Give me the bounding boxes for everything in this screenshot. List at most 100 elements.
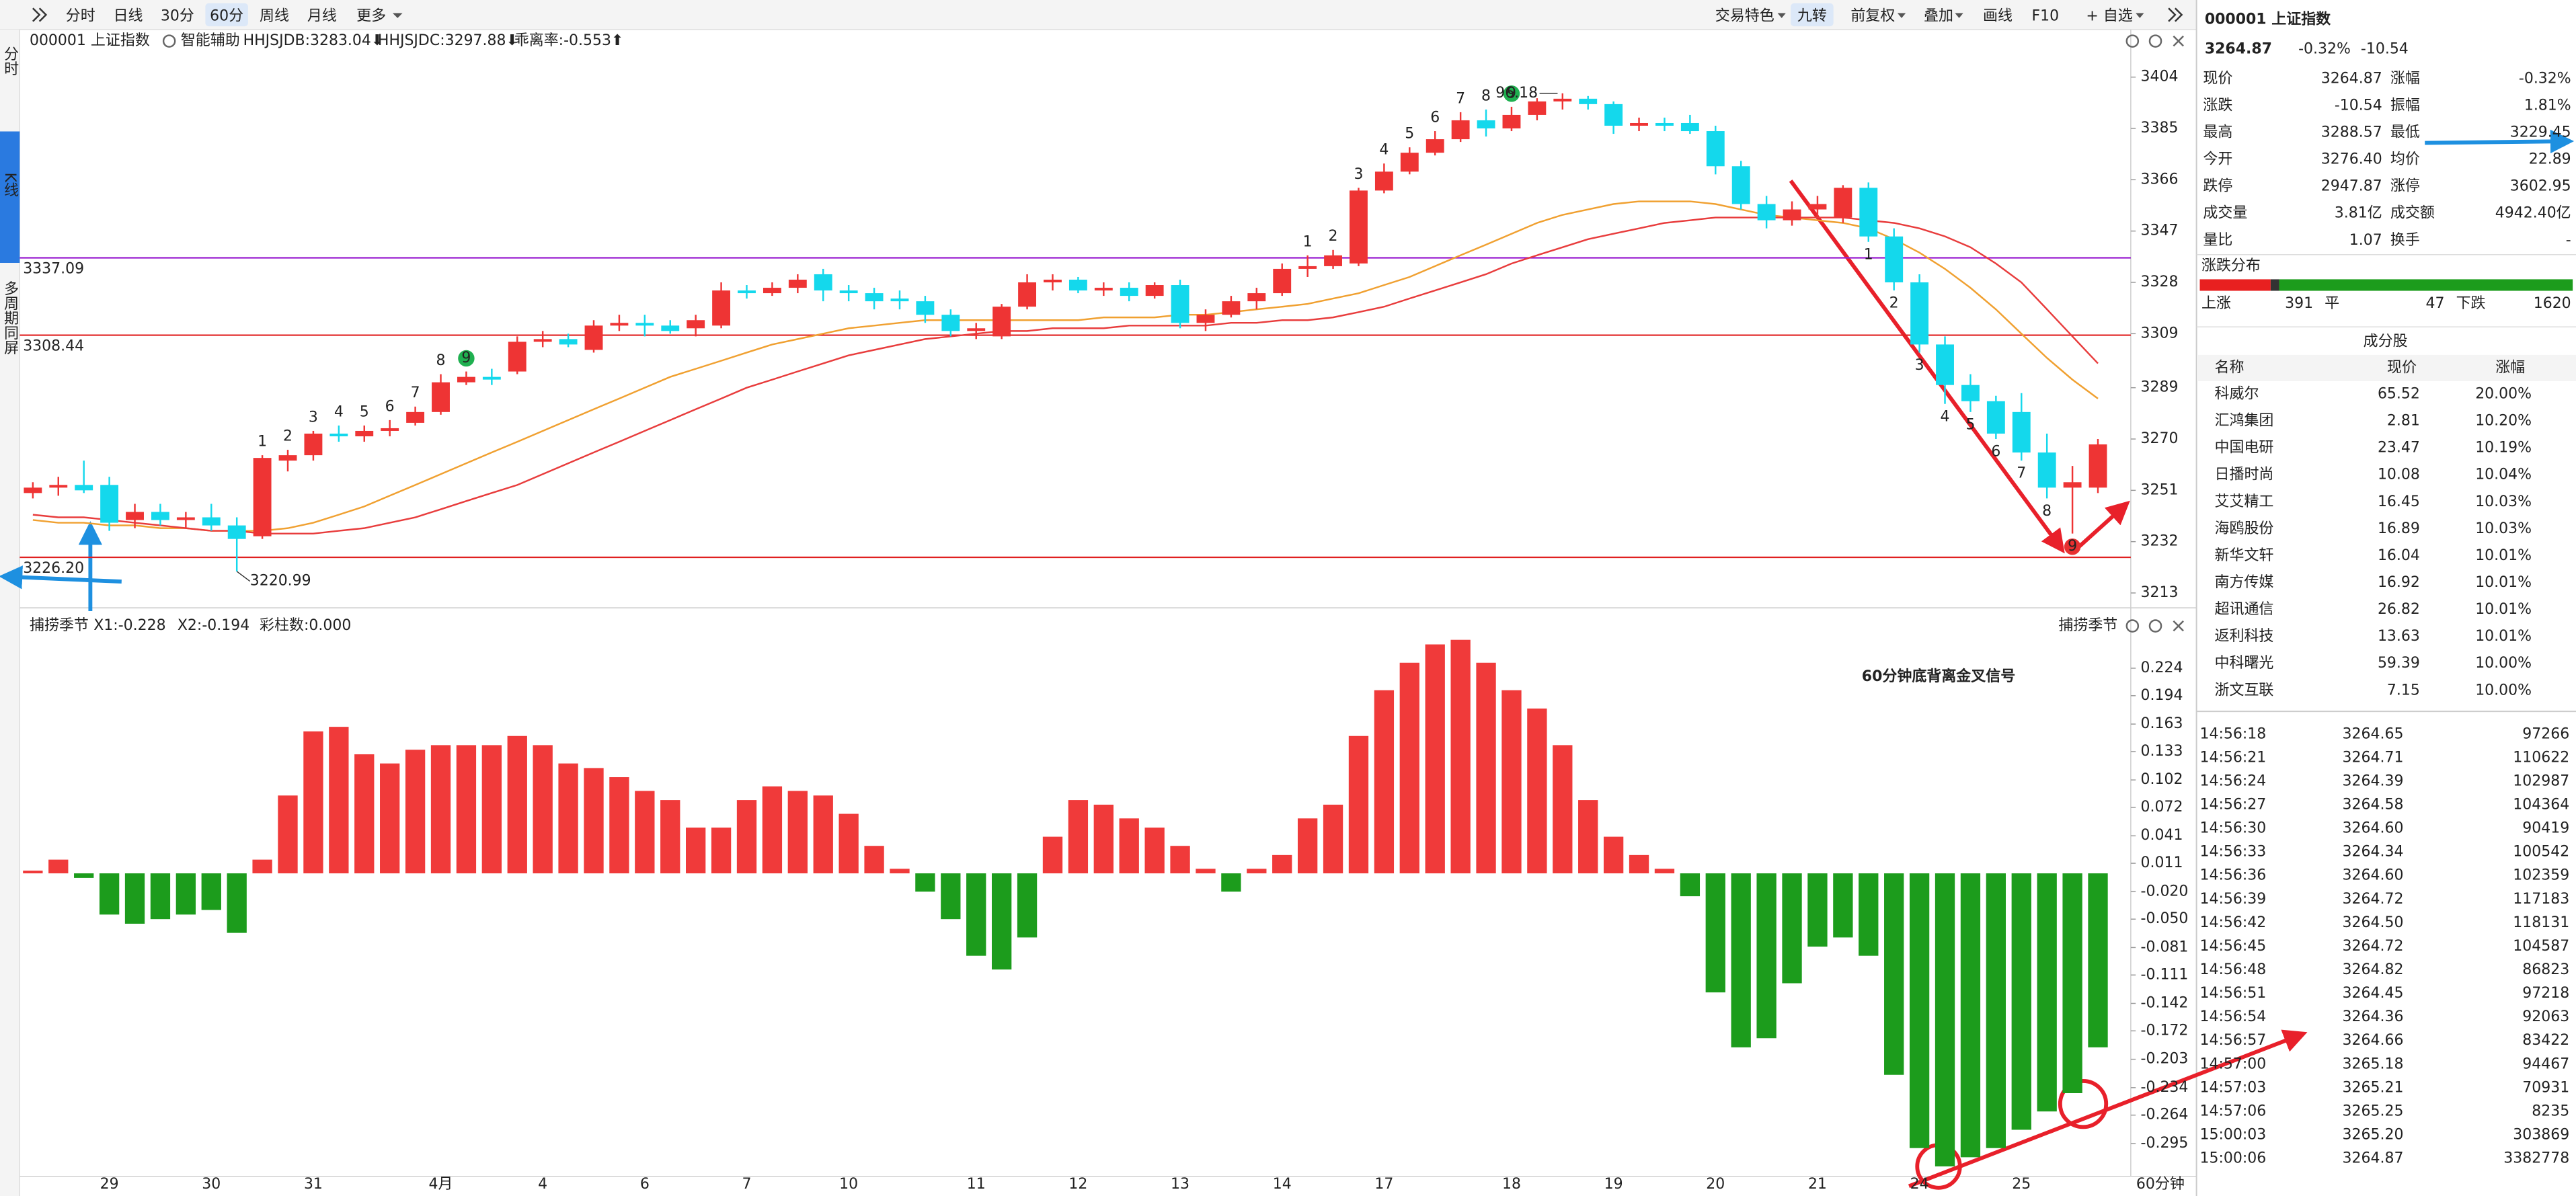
- histogram-bar: [1935, 873, 1955, 1166]
- histogram-bar: [1323, 804, 1343, 874]
- candle-body: [1757, 204, 1776, 221]
- settings-icon[interactable]: [2125, 34, 2140, 48]
- tick-volume: 94467: [2522, 1055, 2569, 1072]
- annotations: [0, 129, 2575, 1190]
- settings-icon[interactable]: [2125, 619, 2140, 633]
- tick-time: 14:57:06: [2199, 1103, 2266, 1119]
- candle-body: [1604, 104, 1623, 126]
- toolbar-button[interactable]: 交易特色: [1715, 7, 1774, 24]
- toolbar-tab[interactable]: 60分: [210, 7, 243, 24]
- tick-volume: 303869: [2513, 1126, 2569, 1143]
- stock-name[interactable]: 日播时尚: [2214, 467, 2273, 483]
- y-tick-label: 0.224: [2141, 660, 2183, 676]
- sequence-label: 9: [1507, 85, 1516, 102]
- stock-name[interactable]: 汇鸿集团: [2214, 413, 2273, 430]
- nine-marker: [1503, 85, 1520, 102]
- breadth-down: [2279, 279, 2573, 291]
- toolbar-button[interactable]: 叠加: [1924, 7, 1953, 24]
- side-tab[interactable]: 多周期同屏: [1, 281, 19, 355]
- toolbar-tab[interactable]: 更多: [356, 7, 386, 24]
- quote-value: 3.81亿: [2335, 205, 2382, 222]
- zoom-icon[interactable]: [2148, 34, 2162, 48]
- collapse-icon[interactable]: [32, 7, 48, 22]
- candle-body: [814, 274, 832, 291]
- tick-price: 3264.71: [2343, 749, 2404, 766]
- candle-body: [1706, 131, 1725, 167]
- quote-label: 振幅: [2390, 97, 2420, 114]
- histogram-bar: [787, 791, 808, 874]
- stock-name[interactable]: 南方传媒: [2214, 574, 2273, 591]
- candle-body: [126, 512, 144, 520]
- toolbar-button[interactable]: 画线: [1983, 7, 2013, 24]
- stock-name[interactable]: 中科曙光: [2214, 655, 2273, 672]
- histogram-bar: [150, 873, 171, 920]
- candle-body: [1986, 401, 2005, 434]
- histogram-bar: [1119, 818, 1139, 874]
- toolbar-tab[interactable]: 30分: [161, 7, 194, 24]
- side-tab[interactable]: 分时: [1, 46, 19, 75]
- expand-icon[interactable]: [2168, 7, 2183, 22]
- candle-body: [2037, 452, 2056, 488]
- moving-average: [32, 200, 2099, 532]
- quote-label: 换手: [2390, 232, 2420, 249]
- side-tab[interactable]: K线: [1, 173, 18, 198]
- toolbar-button[interactable]: 九转: [1797, 7, 1827, 24]
- stock-name[interactable]: 浙文互联: [2214, 682, 2273, 699]
- candle-body: [661, 325, 680, 331]
- x-tick-label: 12: [1068, 1176, 1087, 1193]
- histogram-bar: [864, 846, 884, 874]
- candle-body: [176, 517, 195, 520]
- sequence-label: 7: [1456, 90, 1465, 107]
- quote-change: -10.54: [2361, 40, 2409, 57]
- stock-name[interactable]: 新华文轩: [2214, 547, 2273, 564]
- stock-name[interactable]: 艾艾精工: [2214, 493, 2273, 510]
- toolbar-tab[interactable]: 日线: [114, 7, 143, 24]
- tick-price: 3265.21: [2343, 1079, 2404, 1096]
- candle-body: [2089, 444, 2107, 488]
- sequence-label: 6: [385, 398, 395, 415]
- stock-name[interactable]: 超讯通信: [2214, 601, 2273, 618]
- histogram-bar: [1603, 836, 1624, 874]
- candle-body: [1247, 293, 1266, 302]
- candle-body: [1120, 288, 1138, 296]
- stock-name[interactable]: 中国电研: [2214, 440, 2273, 456]
- toolbar-tab[interactable]: 分时: [66, 7, 95, 24]
- stock-name[interactable]: 科威尔: [2214, 385, 2259, 402]
- toolbar-button[interactable]: + 自选: [2086, 7, 2132, 24]
- overlay-title: 60分钟底背离金叉信号: [1862, 668, 2015, 685]
- quote-label: 均价: [2390, 151, 2420, 168]
- x-tick-label: 25: [2012, 1176, 2031, 1193]
- histogram-bar: [1272, 854, 1292, 874]
- candle-body: [278, 455, 297, 461]
- histogram-bar: [481, 745, 502, 874]
- tick-time: 15:00:06: [2199, 1150, 2266, 1167]
- zoom-icon[interactable]: [2148, 619, 2162, 633]
- assist-icon[interactable]: [162, 34, 176, 48]
- toolbar-button[interactable]: F10: [2032, 7, 2060, 24]
- close-icon[interactable]: [2173, 620, 2184, 632]
- candle-body: [1018, 282, 1037, 307]
- candle-body: [1222, 301, 1241, 315]
- histogram-bar: [2011, 873, 2031, 1130]
- candle-body: [1350, 190, 1368, 264]
- histogram-bar: [405, 750, 426, 874]
- toolbar-tab[interactable]: 周线: [260, 7, 289, 24]
- toolbar-button[interactable]: 前复权: [1850, 7, 1895, 24]
- stock-name[interactable]: 返利科技: [2214, 628, 2273, 645]
- histogram-bar: [201, 873, 221, 910]
- histogram-bar: [303, 731, 323, 874]
- stock-name[interactable]: 海鸥股份: [2214, 520, 2273, 537]
- close-icon[interactable]: [2173, 35, 2184, 47]
- histogram-bar: [329, 727, 349, 874]
- tick-price: 3264.45: [2343, 985, 2404, 1002]
- toolbar-tab[interactable]: 月线: [307, 7, 337, 24]
- breadth-up: [2199, 279, 2271, 291]
- candle-body: [1196, 315, 1215, 323]
- candle-body: [1834, 188, 1852, 218]
- breadth-label: 上涨: [2201, 295, 2231, 312]
- quote-value: -: [2566, 232, 2571, 249]
- tick-time: 14:56:45: [2199, 938, 2266, 955]
- candle-body: [941, 315, 960, 331]
- candle-body: [610, 323, 629, 326]
